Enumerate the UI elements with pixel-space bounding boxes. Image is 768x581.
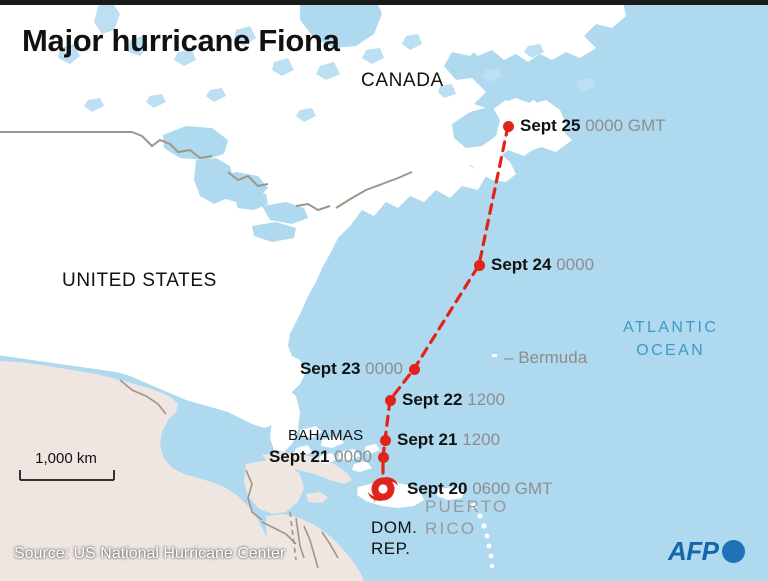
water-northern-lakes [58, 2, 596, 122]
landmass-cuba [262, 452, 352, 484]
landmass-nova-scotia [466, 146, 516, 182]
water-gulf-st-lawrence [452, 106, 500, 148]
track-point-marker [502, 120, 514, 132]
track-point-date: Sept 23 [299, 359, 361, 378]
landmass-labrador [431, 0, 626, 62]
track-point-label: Sept 24 0000 [491, 255, 594, 275]
top-divider [0, 0, 768, 5]
track-point-time: 1200 [462, 390, 506, 409]
track-point-label: Sept 21 1200 [397, 430, 500, 450]
track-point-date: Sept 21 [397, 430, 458, 449]
track-point-time: 0000 [551, 255, 595, 274]
landmass-bermuda [492, 354, 497, 357]
track-point-date: Sept 20 [407, 479, 468, 498]
landmass-central-america [266, 514, 364, 581]
landmass-bahamas [294, 426, 380, 472]
label-united-states: UNITED STATES [62, 270, 217, 291]
landmass-jamaica [306, 492, 328, 503]
hurricane-symbol-icon [368, 477, 398, 501]
label-bahamas: BAHAMAS [288, 427, 364, 444]
label-puerto-rico: PUERTO RICO [425, 497, 509, 538]
afp-logo: AFP [668, 536, 745, 567]
label-bermuda: – Bermuda [504, 348, 588, 367]
track-point-time: 0000 GMT [580, 116, 666, 135]
page-title: Major hurricane Fiona [22, 23, 340, 58]
afp-logo-text: AFP [668, 536, 719, 566]
track-point-date: Sept 24 [491, 255, 552, 274]
track-point-time: 0600 GMT [467, 479, 553, 498]
track-point-marker [379, 434, 391, 446]
label-dominican-republic: DOM. REP. [371, 518, 418, 558]
track-point-marker [408, 363, 420, 375]
track-point-label: Sept 21 0000 [269, 447, 372, 467]
track-point-marker [377, 451, 389, 463]
track-point-label: Sept 23 0000 [300, 359, 403, 379]
source-note: Source: US National Hurricane Center [14, 545, 286, 562]
landmass-lesser-antilles [471, 503, 495, 569]
landmass-florida [270, 388, 300, 452]
track-point-marker [384, 394, 396, 406]
border-us-canada [0, 131, 413, 212]
track-point-date: Sept 21 [268, 447, 330, 466]
track-point-date: Sept 25 [520, 116, 581, 135]
track-point-time: 0000 [360, 359, 403, 378]
afp-logo-dot [721, 540, 745, 563]
border-latin-america [119, 379, 339, 569]
landmass-mexico [0, 361, 274, 581]
track-point-marker [473, 259, 485, 271]
scale-bar: 1,000 km [18, 450, 118, 486]
scale-bar-graphic [19, 470, 115, 481]
coastline-detail [322, 232, 362, 300]
landmass-yucatan [244, 460, 304, 514]
track-point-label: Sept 20 0600 GMT [407, 479, 553, 499]
track-point-label: Sept 25 0000 GMT [520, 116, 666, 136]
landmass-newfoundland [494, 98, 566, 152]
track-point-date: Sept 22 [402, 390, 463, 409]
label-atlantic-ocean: ATLANTIC OCEAN [623, 319, 719, 359]
label-canada: CANADA [361, 70, 444, 91]
border-dashed-belize [289, 511, 297, 561]
water-hudson-bay [300, 0, 382, 48]
landmass-puerto-rico [437, 487, 464, 500]
track-point-time: 0000 [329, 447, 372, 466]
scale-bar-label: 1,000 km [35, 450, 97, 467]
track-point-label: Sept 22 1200 [402, 390, 505, 410]
track-point-time: 1200 [457, 430, 501, 449]
